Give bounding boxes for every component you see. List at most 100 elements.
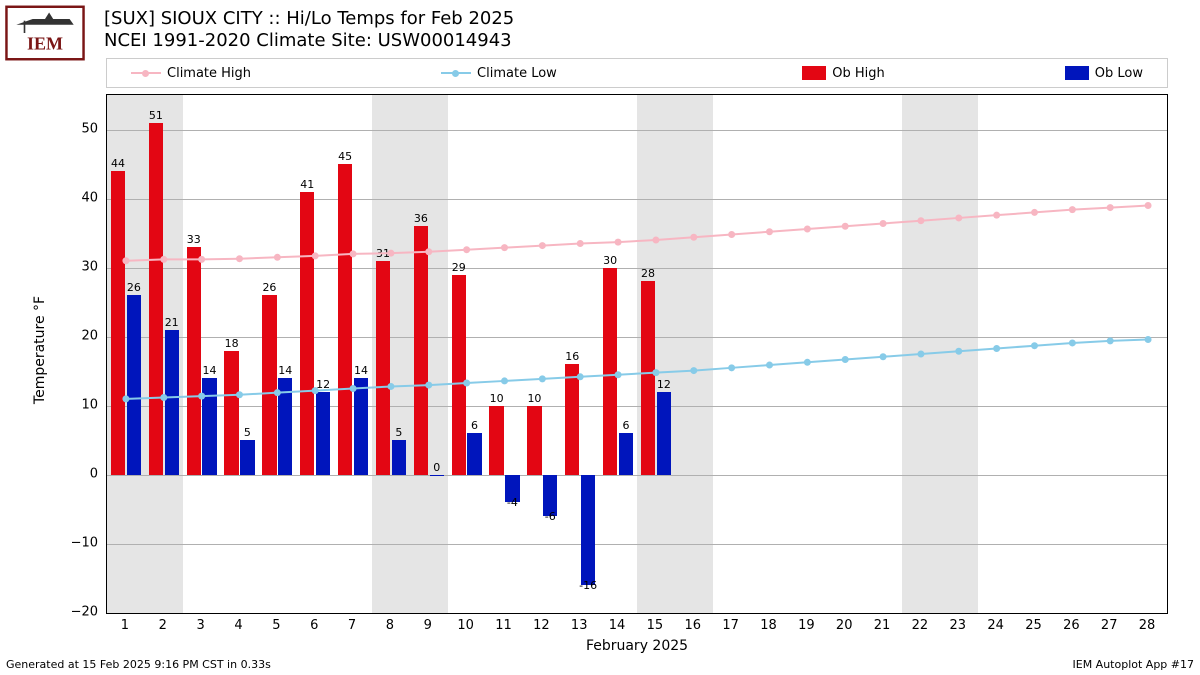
plot-area: 44265121331418526144112451431536029610-4… xyxy=(106,94,1168,614)
climate-lines-svg xyxy=(107,95,1167,613)
footer-generated: Generated at 15 Feb 2025 9:16 PM CST in … xyxy=(6,658,271,671)
climate-marker xyxy=(236,255,243,262)
climate-marker xyxy=(312,387,319,394)
y-tick-label: 20 xyxy=(58,328,98,343)
x-tick-label: 9 xyxy=(413,618,443,633)
legend-label: Ob High xyxy=(832,66,885,81)
climate-marker xyxy=(1031,209,1038,216)
x-tick-label: 17 xyxy=(716,618,746,633)
climate-marker xyxy=(842,223,849,230)
climate-marker xyxy=(122,395,129,402)
climate-marker xyxy=(955,348,962,355)
x-tick-label: 5 xyxy=(261,618,291,633)
x-tick-label: 4 xyxy=(224,618,254,633)
climate-marker xyxy=(312,252,319,259)
y-tick-label: 10 xyxy=(58,397,98,412)
x-tick-label: 7 xyxy=(337,618,367,633)
climate-marker xyxy=(1069,339,1076,346)
climate-marker xyxy=(955,214,962,221)
x-tick-label: 16 xyxy=(678,618,708,633)
x-tick-label: 28 xyxy=(1132,618,1162,633)
legend-climate-low: Climate Low xyxy=(441,66,557,81)
x-tick-label: 11 xyxy=(489,618,519,633)
x-tick-label: 21 xyxy=(867,618,897,633)
legend-label: Ob Low xyxy=(1095,66,1143,81)
x-tick-label: 20 xyxy=(829,618,859,633)
climate-marker xyxy=(728,231,735,238)
footer-app: IEM Autoplot App #17 xyxy=(1073,658,1195,671)
x-tick-label: 18 xyxy=(754,618,784,633)
climate-marker xyxy=(160,394,167,401)
x-tick-label: 2 xyxy=(148,618,178,633)
legend-swatch-icon xyxy=(802,66,826,80)
climate-marker xyxy=(501,377,508,384)
climate-marker xyxy=(615,239,622,246)
legend-label: Climate High xyxy=(167,66,251,81)
climate-marker xyxy=(501,244,508,251)
x-tick-label: 22 xyxy=(905,618,935,633)
x-tick-label: 26 xyxy=(1056,618,1086,633)
climate-marker xyxy=(993,345,1000,352)
y-tick-label: 30 xyxy=(58,259,98,274)
climate-marker xyxy=(917,351,924,358)
x-tick-label: 3 xyxy=(186,618,216,633)
climate-marker xyxy=(842,356,849,363)
climate-marker xyxy=(728,364,735,371)
climate-marker xyxy=(463,380,470,387)
climate-marker xyxy=(577,373,584,380)
climate-marker xyxy=(615,371,622,378)
x-axis-label: February 2025 xyxy=(586,638,688,654)
climate-marker xyxy=(236,391,243,398)
x-tick-label: 6 xyxy=(299,618,329,633)
climate-marker xyxy=(1031,342,1038,349)
climate-marker xyxy=(766,228,773,235)
title-line-1: [SUX] SIOUX CITY :: Hi/Lo Temps for Feb … xyxy=(104,8,514,30)
climate-marker xyxy=(690,367,697,374)
x-tick-label: 14 xyxy=(602,618,632,633)
climate-marker xyxy=(160,256,167,263)
climate-marker xyxy=(122,257,129,264)
x-tick-label: 23 xyxy=(943,618,973,633)
legend-swatch-icon xyxy=(1065,66,1089,80)
x-tick-label: 27 xyxy=(1094,618,1124,633)
legend: Climate High Climate Low Ob High Ob Low xyxy=(106,58,1168,88)
climate-marker xyxy=(1145,336,1152,343)
y-tick-label: 40 xyxy=(58,190,98,205)
climate-marker xyxy=(425,382,432,389)
x-tick-label: 10 xyxy=(451,618,481,633)
climate-marker xyxy=(387,383,394,390)
climate-marker xyxy=(993,212,1000,219)
climate-marker xyxy=(917,217,924,224)
climate-marker xyxy=(274,254,281,261)
legend-label: Climate Low xyxy=(477,66,557,81)
climate-marker xyxy=(425,248,432,255)
climate-marker xyxy=(766,362,773,369)
climate-marker xyxy=(804,225,811,232)
title-line-2: NCEI 1991-2020 Climate Site: USW00014943 xyxy=(104,30,514,52)
x-tick-label: 13 xyxy=(564,618,594,633)
climate-marker xyxy=(387,250,394,257)
chart-title: [SUX] SIOUX CITY :: Hi/Lo Temps for Feb … xyxy=(104,8,514,52)
legend-ob-low: Ob Low xyxy=(1065,66,1143,81)
climate-marker xyxy=(690,234,697,241)
climate-marker xyxy=(198,393,205,400)
svg-text:IEM: IEM xyxy=(27,33,63,53)
y-tick-label: 50 xyxy=(58,121,98,136)
legend-ob-high: Ob High xyxy=(802,66,885,81)
legend-line-icon xyxy=(131,72,161,74)
climate-marker xyxy=(1107,337,1114,344)
climate-marker xyxy=(274,389,281,396)
iem-logo: IEM xyxy=(4,4,86,62)
climate-marker xyxy=(463,246,470,253)
climate-marker xyxy=(539,242,546,249)
legend-line-icon xyxy=(441,72,471,74)
x-tick-label: 24 xyxy=(981,618,1011,633)
climate-marker xyxy=(577,240,584,247)
y-axis-label: Temperature °F xyxy=(32,296,48,404)
y-tick-label: −10 xyxy=(58,535,98,550)
climate-marker xyxy=(350,385,357,392)
climate-marker xyxy=(652,369,659,376)
x-tick-label: 25 xyxy=(1019,618,1049,633)
climate-marker xyxy=(539,375,546,382)
y-tick-label: 0 xyxy=(58,466,98,481)
